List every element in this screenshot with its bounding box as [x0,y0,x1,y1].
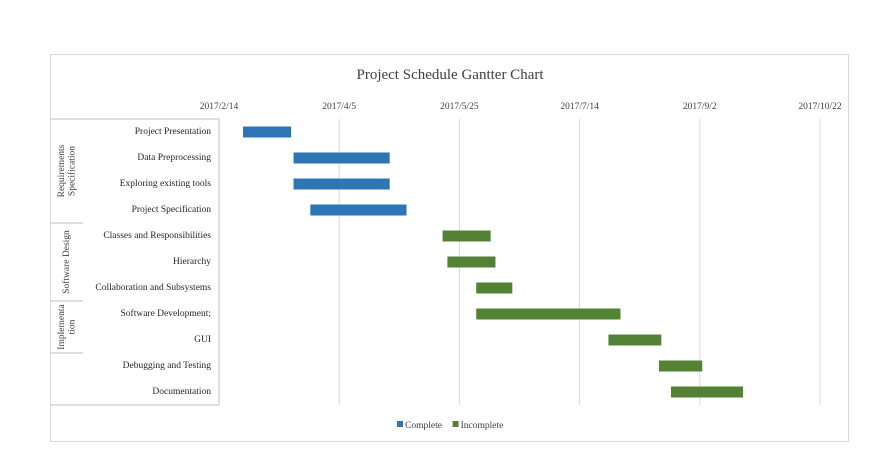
gantt-bar [476,308,621,320]
x-tick-label: 2017/10/22 [798,102,842,112]
task-label: Data Preprocessing [137,153,211,163]
x-tick-label: 2017/2/14 [200,102,239,112]
x-tick-label: 2017/4/5 [322,102,356,112]
task-label: Classes and Responsibilities [103,231,211,241]
legend-label: Complete [405,421,442,431]
gantt-bar [658,360,703,372]
group-label: Specification [66,146,77,196]
gantt-chart: Project Schedule Gantter Chart 2017/2/14 2… [50,54,849,442]
task-label: Exploring existing tools [120,179,212,189]
legend-label: Incomplete [461,421,504,431]
gantt-bar [293,152,390,164]
x-tick-label: 2017/5/25 [440,102,479,112]
group-label: tion [67,319,77,334]
task-label: Collaboration and Subsystems [95,283,211,293]
task-label: Project Presentation [135,127,211,137]
gantt-bar [442,230,491,242]
gantt-bar [447,256,496,268]
task-label: GUI [194,335,211,345]
legend-swatch [452,421,459,427]
x-tick-label: 2017/7/14 [560,102,599,112]
task-label: Software Development; [121,308,212,319]
task-label: Project Specification [132,204,212,215]
gantt-bar [670,386,744,398]
group-label: Software Design [61,230,72,294]
gantt-bar [293,178,390,190]
task-label: Debugging and Testing [123,361,212,371]
group-label: Implementa [57,304,67,350]
legend-swatch [397,421,403,427]
gantt-bar [243,126,292,138]
gantt-bar [608,334,662,346]
chart-title: Project Schedule Gantter Chart [356,67,544,83]
gantt-chart-svg: Project Schedule Gantter Chart 2017/2/14 2… [51,67,842,431]
gantt-bar [476,282,513,294]
group-label: Requirements [57,144,67,197]
gantt-bar [310,204,407,216]
task-label: Hierarchy [173,257,211,267]
task-label: Documentation [152,387,211,397]
x-tick-label: 2017/9/2 [683,102,717,112]
